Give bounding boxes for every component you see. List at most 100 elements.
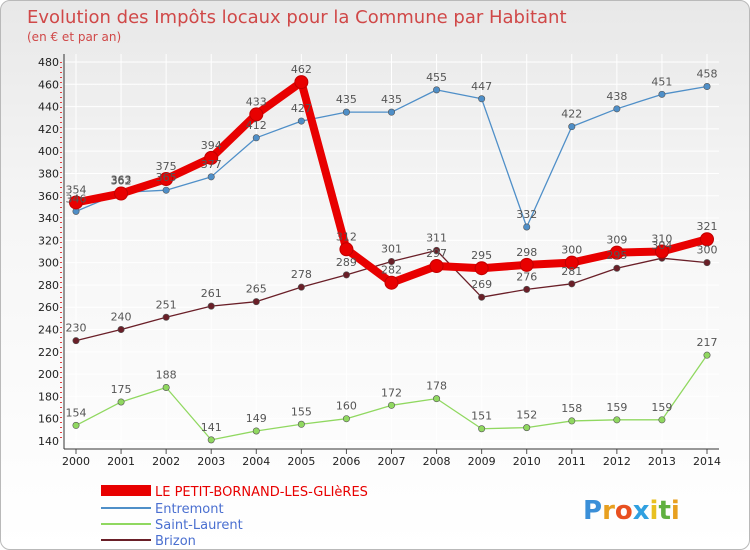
x-tick-label: 2004 — [242, 455, 270, 468]
data-label: 304 — [651, 239, 672, 252]
chart-title: Evolution des Impôts locaux pour la Comm… — [27, 7, 567, 28]
data-label: 433 — [246, 95, 267, 108]
series-point-3 — [433, 246, 441, 254]
logo-letter: x — [633, 496, 650, 526]
data-label: 309 — [606, 234, 627, 247]
x-tick-label: 2007 — [378, 455, 406, 468]
series-point-0 — [564, 255, 579, 270]
data-label: 149 — [246, 412, 267, 425]
series-point-0 — [204, 150, 219, 165]
axes: 140 160 180 200 220 240 260 280 300 320 340 360 380 4… — [38, 54, 721, 468]
series-point-3 — [342, 271, 350, 279]
series-point-1 — [342, 108, 350, 116]
data-label: 178 — [426, 380, 447, 393]
data-label: 375 — [156, 160, 177, 173]
data-label: 281 — [561, 265, 582, 278]
data-label: 141 — [201, 421, 222, 434]
series-point-2 — [658, 416, 666, 424]
series-point-1 — [613, 105, 621, 113]
series-point-0 — [249, 107, 264, 122]
data-label: 301 — [381, 243, 402, 256]
series-point-0 — [114, 186, 129, 201]
data-label: 251 — [156, 298, 177, 311]
data-label: 321 — [697, 220, 718, 233]
y-tick-label: 460 — [38, 78, 59, 91]
x-tick-label: 2014 — [693, 455, 721, 468]
series-point-0 — [429, 258, 444, 273]
legend-label: Brizon — [155, 534, 196, 549]
series-point-1 — [478, 95, 486, 103]
y-tick-label: 180 — [38, 390, 59, 403]
legend-label: Entremont — [155, 502, 224, 517]
y-tick-label: 440 — [38, 101, 59, 114]
y-tick-label: 360 — [38, 190, 59, 203]
logo-letter: P — [583, 496, 602, 526]
data-label: 295 — [471, 249, 492, 262]
legend-swatch — [101, 539, 151, 541]
x-tick-label: 2003 — [197, 455, 225, 468]
series-point-1 — [658, 90, 666, 98]
data-label: 230 — [66, 322, 87, 335]
series-point-1 — [568, 123, 576, 131]
series-point-2 — [72, 421, 80, 429]
series-point-3 — [117, 326, 125, 334]
data-label: 261 — [201, 287, 222, 300]
data-label: 462 — [291, 63, 312, 76]
series-point-2 — [433, 395, 441, 403]
data-label: 172 — [381, 386, 402, 399]
x-tick-label: 2011 — [558, 455, 586, 468]
series-point-0 — [474, 261, 489, 276]
data-label: 154 — [66, 406, 87, 419]
y-tick-label: 160 — [38, 413, 59, 426]
series-point-3 — [297, 283, 305, 291]
legend-swatch — [101, 485, 151, 496]
y-tick-label: 420 — [38, 123, 59, 136]
series-point-0 — [700, 232, 714, 247]
x-tick-label: 2001 — [107, 455, 135, 468]
series-point-1 — [162, 186, 170, 194]
series-point-2 — [613, 416, 621, 424]
data-label: 295 — [606, 249, 627, 262]
y-tick-label: 400 — [38, 145, 59, 158]
y-tick-label: 480 — [38, 56, 59, 69]
data-label: 311 — [426, 231, 447, 244]
legend-swatch — [101, 523, 151, 525]
series-point-2 — [342, 415, 350, 423]
series-point-3 — [478, 293, 486, 301]
series-point-3 — [387, 258, 395, 266]
data-labels: 354 362 375 394 433 462 312 282 297 295 298 300 309 3… — [66, 63, 718, 434]
data-label: 363 — [111, 173, 132, 186]
y-tick-label: 140 — [38, 435, 59, 448]
data-label: 435 — [336, 93, 357, 106]
series-point-3 — [703, 259, 711, 267]
series-point-2 — [387, 401, 395, 409]
series-point-2 — [568, 417, 576, 425]
data-label: 422 — [561, 108, 582, 121]
data-label: 159 — [606, 401, 627, 414]
chart-subtitle: (en € et par an) — [27, 30, 121, 44]
x-tick-label: 2005 — [287, 455, 315, 468]
series-group — [69, 75, 714, 444]
data-label: 298 — [516, 246, 537, 259]
y-tick-label: 300 — [38, 257, 59, 270]
data-label: 300 — [697, 244, 718, 257]
legend-label: LE PETIT-BORNAND-LES-GLIèRES — [155, 485, 368, 500]
data-label: 155 — [291, 405, 312, 418]
data-label: 282 — [381, 264, 402, 277]
proxiti-logo: Proxiti — [583, 496, 680, 526]
x-tick-label: 2006 — [332, 455, 360, 468]
data-label: 265 — [246, 283, 267, 296]
series-point-3 — [162, 313, 170, 321]
y-tick-label: 340 — [38, 212, 59, 225]
series-point-2 — [297, 420, 305, 428]
series-point-2 — [523, 424, 531, 432]
proxiti-logo-text: Proxiti — [583, 496, 680, 526]
series-point-1 — [703, 83, 711, 91]
x-tick-label: 2013 — [648, 455, 676, 468]
legend: LE PETIT-BORNAND-LES-GLIèRES EntremontSai… — [101, 485, 368, 549]
series-point-3 — [72, 337, 80, 345]
data-label: 354 — [66, 183, 87, 196]
series-point-2 — [478, 425, 486, 433]
data-label: 312 — [336, 230, 357, 243]
